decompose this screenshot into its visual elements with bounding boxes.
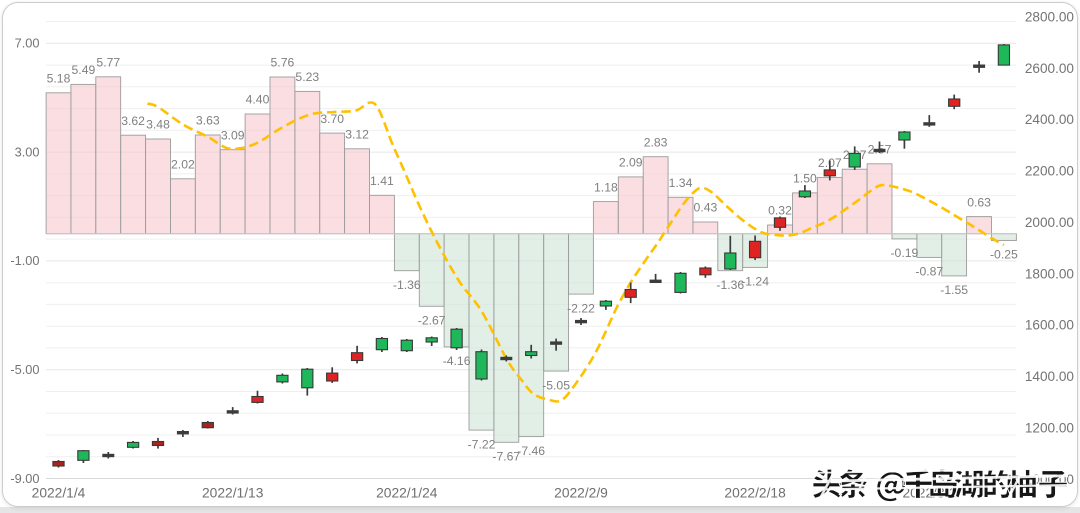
svg-text:-7.22: -7.22 bbox=[468, 437, 496, 451]
svg-text:5.76: 5.76 bbox=[271, 56, 295, 70]
svg-text:2022/2/18: 2022/2/18 bbox=[724, 486, 786, 501]
svg-text:3.00: 3.00 bbox=[15, 144, 40, 159]
svg-text:2022/1/4: 2022/1/4 bbox=[32, 486, 86, 501]
svg-text:3.48: 3.48 bbox=[146, 118, 170, 132]
svg-text:1200.00: 1200.00 bbox=[1025, 420, 1075, 435]
svg-text:-9.00: -9.00 bbox=[10, 471, 39, 486]
svg-text:1800.00: 1800.00 bbox=[1025, 266, 1075, 281]
svg-text:1400.00: 1400.00 bbox=[1025, 369, 1075, 384]
svg-text:-7.67: -7.67 bbox=[492, 450, 520, 464]
svg-text:2.02: 2.02 bbox=[171, 158, 195, 172]
svg-text:-1.36: -1.36 bbox=[393, 278, 421, 292]
svg-text:1.18: 1.18 bbox=[594, 180, 618, 194]
svg-text:5.77: 5.77 bbox=[96, 56, 120, 70]
svg-text:-0.87: -0.87 bbox=[915, 265, 943, 279]
svg-text:-0.19: -0.19 bbox=[891, 246, 919, 260]
svg-text:-1.36: -1.36 bbox=[716, 278, 744, 292]
svg-text:5.23: 5.23 bbox=[295, 70, 319, 84]
svg-text:-5.00: -5.00 bbox=[10, 362, 39, 377]
svg-text:-7.46: -7.46 bbox=[517, 444, 545, 458]
svg-text:-0.25: -0.25 bbox=[990, 248, 1018, 262]
svg-text:-1.24: -1.24 bbox=[741, 275, 769, 289]
svg-text:3.09: 3.09 bbox=[221, 128, 245, 142]
svg-text:-1.00: -1.00 bbox=[10, 253, 39, 268]
svg-text:1.50: 1.50 bbox=[793, 172, 817, 186]
svg-text:2022/1/24: 2022/1/24 bbox=[376, 486, 438, 501]
svg-text:0.32: 0.32 bbox=[768, 204, 792, 218]
svg-text:3.70: 3.70 bbox=[320, 112, 344, 126]
svg-text:-1.55: -1.55 bbox=[940, 283, 968, 297]
svg-text:2.83: 2.83 bbox=[644, 135, 668, 149]
svg-text:3.62: 3.62 bbox=[121, 114, 145, 128]
svg-text:3.63: 3.63 bbox=[196, 114, 220, 128]
svg-text:7.00: 7.00 bbox=[15, 36, 40, 51]
svg-text:2600.00: 2600.00 bbox=[1025, 61, 1075, 76]
svg-text:-5.05: -5.05 bbox=[542, 378, 570, 392]
svg-text:2022/2/9: 2022/2/9 bbox=[554, 486, 608, 501]
svg-text:-4.16: -4.16 bbox=[443, 354, 471, 368]
svg-text:0.63: 0.63 bbox=[967, 195, 991, 209]
svg-text:3.12: 3.12 bbox=[345, 128, 369, 142]
svg-text:2022/1/13: 2022/1/13 bbox=[202, 486, 264, 501]
svg-text:1.34: 1.34 bbox=[669, 176, 693, 190]
svg-text:2.09: 2.09 bbox=[619, 156, 643, 170]
svg-text:-2.22: -2.22 bbox=[567, 301, 595, 315]
svg-text:1.41: 1.41 bbox=[370, 174, 394, 188]
svg-text:4.40: 4.40 bbox=[246, 93, 270, 107]
svg-text:2200.00: 2200.00 bbox=[1025, 164, 1075, 179]
svg-text:0.43: 0.43 bbox=[694, 201, 718, 215]
svg-text:2000.00: 2000.00 bbox=[1025, 215, 1075, 230]
svg-text:1600.00: 1600.00 bbox=[1025, 318, 1075, 333]
svg-text:2800.00: 2800.00 bbox=[1025, 10, 1075, 25]
svg-text:5.49: 5.49 bbox=[72, 63, 96, 77]
svg-text:2400.00: 2400.00 bbox=[1025, 112, 1075, 127]
svg-text:-2.67: -2.67 bbox=[418, 314, 446, 328]
svg-text:5.18: 5.18 bbox=[47, 72, 71, 86]
